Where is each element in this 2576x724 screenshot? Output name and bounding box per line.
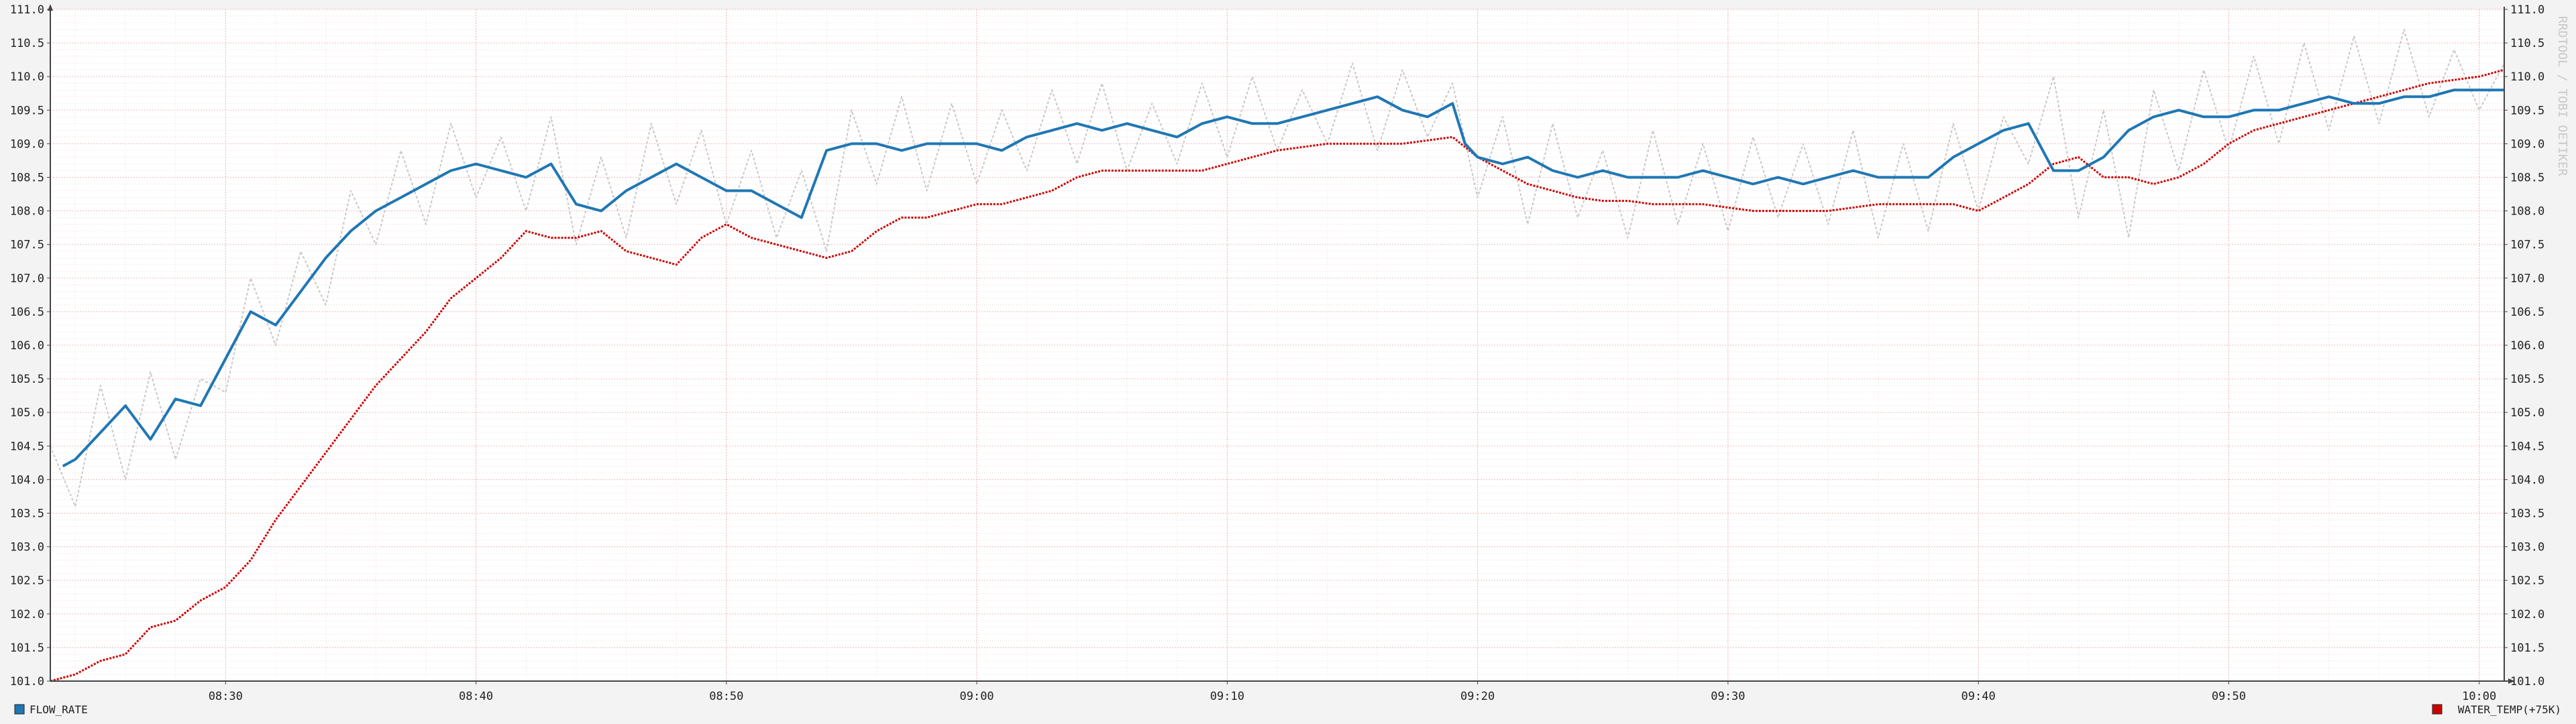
y-tick-label-left: 110.0 [10, 70, 44, 84]
y-tick-label-left: 109.0 [10, 137, 44, 151]
y-tick-label-right: 108.0 [2510, 205, 2544, 219]
y-tick-label-right: 110.0 [2510, 70, 2544, 84]
legend-swatch-flow-rate [14, 704, 25, 715]
y-tick-label-right: 101.0 [2510, 675, 2544, 688]
series-layer [50, 29, 2505, 682]
x-tick-label: 09:00 [959, 690, 994, 703]
x-tick-label: 08:40 [459, 690, 493, 703]
y-tick-label-left: 103.5 [10, 507, 44, 521]
axis-layer: 101.0 101.0 101.5 101.5 102.0 102.0 102.5 102.5… [10, 3, 2544, 703]
y-tick-label-left: 108.0 [10, 205, 44, 219]
grid-layer [50, 9, 2504, 682]
y-tick-label-left: 105.5 [10, 373, 44, 386]
y-tick-label-right: 103.5 [2510, 507, 2544, 521]
y-tick-label-right: 108.5 [2510, 172, 2544, 185]
y-tick-label-left: 101.0 [10, 675, 44, 688]
y-tick-label-left: 104.0 [10, 473, 44, 487]
y-tick-label-left: 105.0 [10, 406, 44, 420]
x-tick-label: 09:20 [1460, 690, 1495, 703]
y-tick-label-right: 102.5 [2510, 575, 2544, 588]
x-tick-label: 08:50 [709, 690, 743, 703]
x-tick-label: 09:50 [2212, 690, 2246, 703]
y-tick-label-left: 108.5 [10, 172, 44, 185]
y-tick-label-right: 103.0 [2510, 541, 2544, 554]
y-tick-label-left: 102.5 [10, 575, 44, 588]
y-tick-label-right: 101.5 [2510, 642, 2544, 655]
y-tick-label-left: 110.5 [10, 37, 44, 50]
y-tick-label-left: 106.0 [10, 339, 44, 353]
series-line-water-temp [50, 68, 2505, 682]
x-tick-label: 09:40 [1962, 690, 1996, 703]
y-tick-label-right: 105.0 [2510, 406, 2544, 420]
series-line-flow-rate [62, 88, 2504, 468]
y-tick-label-right: 111.0 [2510, 3, 2544, 17]
legend-layer: FLOW_RATE WATER_TEMP(+75K) [14, 703, 2561, 716]
y-tick-label-left: 101.5 [10, 642, 44, 655]
y-tick-label-right: 107.5 [2510, 239, 2544, 252]
y-tick-label-left: 107.0 [10, 272, 44, 286]
y-tick-label-right: 102.0 [2510, 608, 2544, 621]
x-tick-label: 09:10 [1210, 690, 1244, 703]
watermark: RRDTOOL / TOBI OETIKER [2555, 16, 2569, 176]
x-tick-label: 08:30 [209, 690, 243, 703]
x-tick-label: 09:30 [1711, 690, 1745, 703]
y-tick-label-left: 107.5 [10, 239, 44, 252]
y-tick-label-right: 105.5 [2510, 373, 2544, 386]
x-axis-arrow [2508, 678, 2515, 684]
y-tick-label-right: 104.5 [2510, 440, 2544, 453]
y-tick-label-left: 102.0 [10, 608, 44, 621]
y-tick-label-left: 106.5 [10, 306, 44, 319]
legend-label-flow-rate: FLOW_RATE [30, 703, 88, 716]
y-tick-label-right: 104.0 [2510, 473, 2544, 487]
y-tick-label-left: 109.5 [10, 104, 44, 117]
legend-swatch-water-temp [2432, 704, 2443, 715]
y-tick-label-right: 107.0 [2510, 272, 2544, 286]
y-tick-label-right: 110.5 [2510, 37, 2544, 50]
y-tick-label-right: 106.0 [2510, 339, 2544, 353]
y-tick-label-right: 109.5 [2510, 104, 2544, 117]
y-tick-label-left: 111.0 [10, 3, 44, 17]
y-tick-label-left: 104.5 [10, 440, 44, 453]
y-tick-label-right: 106.5 [2510, 306, 2544, 319]
y-tick-label-right: 109.0 [2510, 137, 2544, 151]
y-tick-label-left: 103.0 [10, 541, 44, 554]
legend-label-water-temp: WATER_TEMP(+75K) [2458, 703, 2561, 716]
x-tick-label: 10:00 [2462, 690, 2496, 703]
